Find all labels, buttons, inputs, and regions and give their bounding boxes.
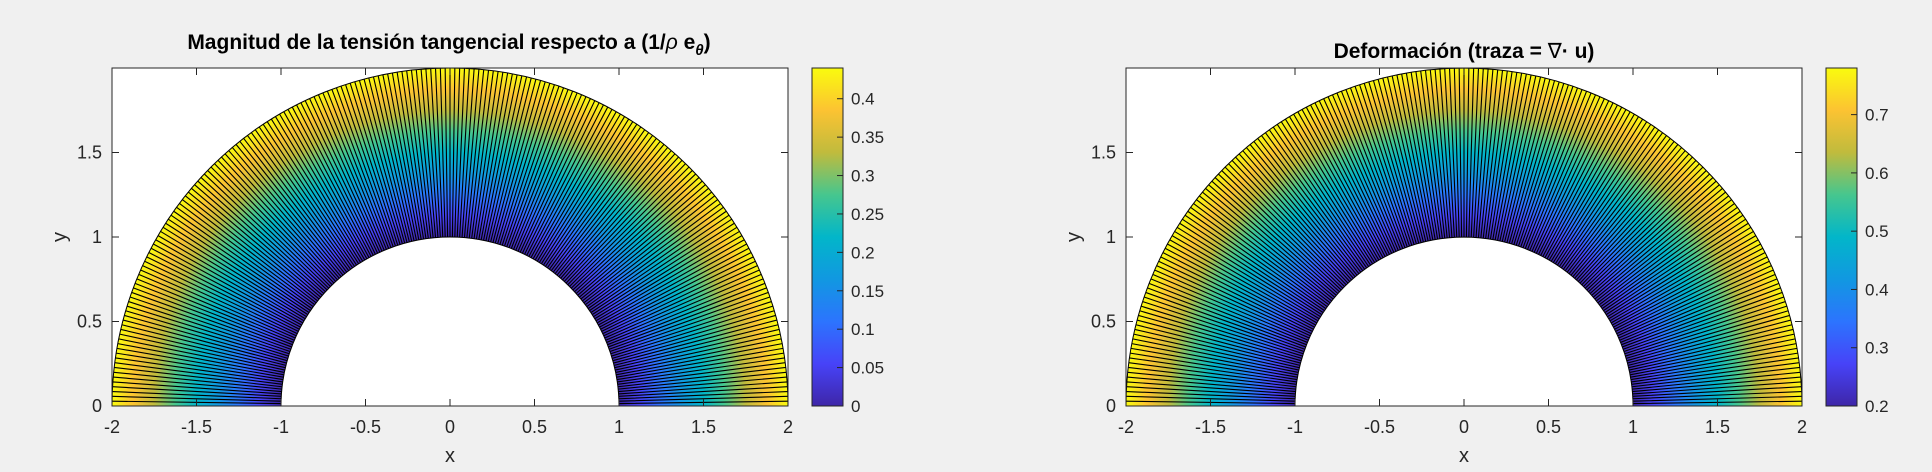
left-xtick-label: 1.5 bbox=[691, 417, 716, 437]
right-xtick-label: 1 bbox=[1628, 417, 1638, 437]
right-panel: Deformación (traza = ∇· u) -2 -1.5 -1 -0.5 0… bbox=[1063, 40, 1889, 467]
left-cbar-tick-label: 0 bbox=[851, 397, 860, 416]
left-cbar-tick-label: 0.15 bbox=[851, 282, 884, 301]
right-cbar-tick-label: 0.3 bbox=[1865, 339, 1889, 358]
left-xtick-label: -1 bbox=[273, 417, 289, 437]
left-cbar-tick-label: 0.2 bbox=[851, 243, 875, 262]
left-cbar-tick-label: 0.35 bbox=[851, 128, 884, 147]
left-panel: Magnitud de la tensión tangencial respec… bbox=[49, 31, 884, 467]
left-ytick-label: 0 bbox=[92, 396, 102, 416]
left-xtick-label: -0.5 bbox=[350, 417, 381, 437]
right-cbar-tick-label: 0.6 bbox=[1865, 164, 1889, 183]
left-xtick-label: 1 bbox=[614, 417, 624, 437]
right-xtick-label: 2 bbox=[1797, 417, 1807, 437]
left-cbar-tick-label: 0.4 bbox=[851, 90, 875, 109]
left-ytick-label: 1 bbox=[92, 227, 102, 247]
left-xtick-label: -2 bbox=[104, 417, 120, 437]
left-y-axis-label: y bbox=[49, 232, 71, 242]
left-ytick-label: 1.5 bbox=[77, 143, 102, 163]
left-xtick-label: 2 bbox=[783, 417, 793, 437]
left-cbar-tick-label: 0.05 bbox=[851, 359, 884, 378]
left-ytick-label: 0.5 bbox=[77, 312, 102, 332]
right-colorbar-ticks: 0.2 0.3 0.4 0.5 0.6 0.7 bbox=[1851, 106, 1889, 416]
right-chart-title: Deformación (traza = ∇· u) bbox=[1334, 40, 1595, 63]
right-inner-edge bbox=[1294, 236, 1634, 407]
left-cbar-tick-label: 0.1 bbox=[851, 320, 875, 339]
right-ytick-label: 0.5 bbox=[1091, 312, 1116, 332]
right-xtick-label: 0 bbox=[1459, 417, 1469, 437]
right-ytick-label: 1.5 bbox=[1091, 143, 1116, 163]
right-xtick-label: 1.5 bbox=[1705, 417, 1730, 437]
left-inner-edge bbox=[280, 236, 620, 407]
right-ytick-label: 1 bbox=[1106, 227, 1116, 247]
right-xtick-label: -1 bbox=[1287, 417, 1303, 437]
left-cbar-tick-label: 0.25 bbox=[851, 205, 884, 224]
right-xtick-label: 0.5 bbox=[1536, 417, 1561, 437]
right-xtick-label: -2 bbox=[1118, 417, 1134, 437]
right-cbar-tick-label: 0.5 bbox=[1865, 222, 1889, 241]
right-cbar-tick-label: 0.7 bbox=[1865, 106, 1889, 125]
right-colorbar bbox=[1825, 67, 1858, 407]
left-xtick-label: -1.5 bbox=[181, 417, 212, 437]
left-cbar-tick-label: 0.3 bbox=[851, 167, 875, 186]
right-axis-ticks: -2 -1.5 -1 -0.5 0 0.5 1 1.5 2 0 0.5 1 1.5 bbox=[1091, 68, 1807, 437]
left-x-axis-label: x bbox=[445, 445, 455, 467]
left-colorbar bbox=[811, 67, 844, 407]
right-y-axis-label: y bbox=[1063, 232, 1085, 242]
right-xtick-label: -0.5 bbox=[1364, 417, 1395, 437]
right-cbar-tick-label: 0.2 bbox=[1865, 397, 1889, 416]
right-x-axis-label: x bbox=[1459, 445, 1469, 467]
right-xtick-label: -1.5 bbox=[1195, 417, 1226, 437]
right-ytick-label: 0 bbox=[1106, 396, 1116, 416]
left-xtick-label: 0.5 bbox=[522, 417, 547, 437]
left-xtick-label: 0 bbox=[445, 417, 455, 437]
left-axis-ticks: -2 -1.5 -1 -0.5 0 0.5 1 1.5 2 0 0.5 1 1.5 bbox=[77, 68, 793, 437]
left-colorbar-ticks: 0 0.05 0.1 0.15 0.2 0.25 0.3 0.35 0.4 bbox=[837, 90, 884, 416]
right-cbar-tick-label: 0.4 bbox=[1865, 280, 1889, 299]
left-chart-title: Magnitud de la tensión tangencial respec… bbox=[187, 31, 710, 59]
